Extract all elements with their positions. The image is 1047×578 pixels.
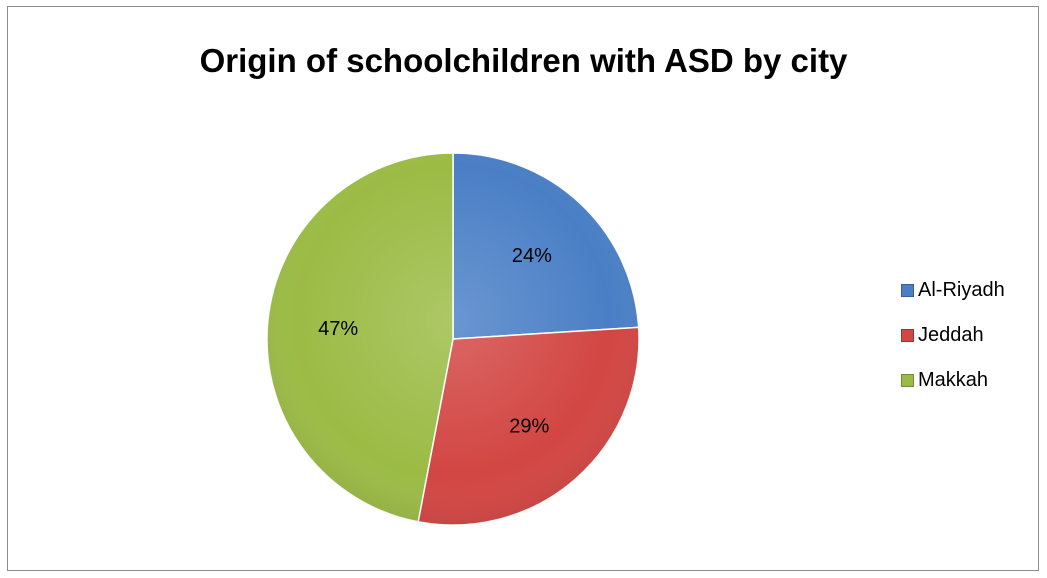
legend-swatch-al-riyadh <box>901 284 914 297</box>
legend-label-makkah: Makkah <box>918 369 988 392</box>
legend-swatch-jeddah <box>901 329 914 342</box>
pie-slice-makkah <box>267 153 453 522</box>
legend-label-jeddah: Jeddah <box>918 324 984 347</box>
data-label-makkah: 47% <box>318 318 358 340</box>
legend-item-al-riyadh: Al-Riyadh <box>901 278 1005 303</box>
legend-item-jeddah: Jeddah <box>901 323 1005 348</box>
legend-swatch-makkah <box>901 374 914 387</box>
data-label-jeddah: 29% <box>509 416 549 438</box>
legend: Al-Riyadh Jeddah Makkah <box>901 278 1005 413</box>
legend-label-al-riyadh: Al-Riyadh <box>918 279 1005 302</box>
data-label-al-riyadh: 24% <box>512 245 552 267</box>
legend-item-makkah: Makkah <box>901 368 1005 393</box>
